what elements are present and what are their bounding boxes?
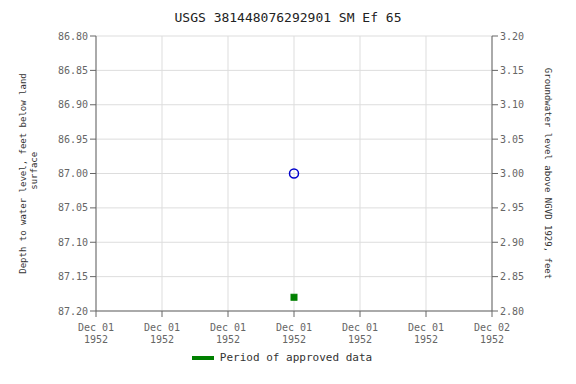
- svg-text:Dec 011952: Dec 011952: [276, 322, 312, 345]
- svg-text:87.10: 87.10: [58, 237, 88, 248]
- svg-text:86.80: 86.80: [58, 31, 88, 42]
- html-text:USGS 381448076292901 SM Ef 65: USGS 381448076292901 SM Ef 65: [174, 10, 402, 25]
- svg-text:Dec 011952: Dec 011952: [210, 322, 246, 345]
- svg-text:3.00: 3.00: [500, 168, 524, 179]
- svg-text:87.15: 87.15: [58, 271, 88, 282]
- svg-text:2.90: 2.90: [500, 237, 524, 248]
- svg-text:Dec 011952: Dec 011952: [78, 322, 114, 345]
- svg-text:3.20: 3.20: [500, 31, 524, 42]
- svg-text:2.95: 2.95: [500, 202, 524, 213]
- svg-text:3.15: 3.15: [500, 65, 524, 76]
- svg-text:Dec 011952: Dec 011952: [408, 322, 444, 345]
- svg-text:87.20: 87.20: [58, 306, 88, 317]
- svg-text:2.80: 2.80: [500, 306, 524, 317]
- svg-text:Dec 021952: Dec 021952: [474, 322, 510, 345]
- svg-text:86.95: 86.95: [58, 134, 88, 145]
- svg-text:87.05: 87.05: [58, 202, 88, 213]
- svg-text:2.85: 2.85: [500, 271, 524, 282]
- svg-text:Depth to water level, feet bel: Depth to water level, feet below land su…: [18, 73, 39, 273]
- html-text:Period of approved data: Period of approved data: [219, 351, 373, 364]
- svg-text:Groundwater level above NGVD 1: Groundwater level above NGVD 1929, feet: [543, 68, 553, 279]
- svg-text:86.85: 86.85: [58, 65, 88, 76]
- svg-text:87.00: 87.00: [58, 168, 88, 179]
- svg-text:3.10: 3.10: [500, 99, 524, 110]
- svg-text:3.05: 3.05: [500, 134, 524, 145]
- svg-text:Dec 011952: Dec 011952: [342, 322, 378, 345]
- svg-text:86.90: 86.90: [58, 99, 88, 110]
- svg-text:Dec 011952: Dec 011952: [144, 322, 180, 345]
